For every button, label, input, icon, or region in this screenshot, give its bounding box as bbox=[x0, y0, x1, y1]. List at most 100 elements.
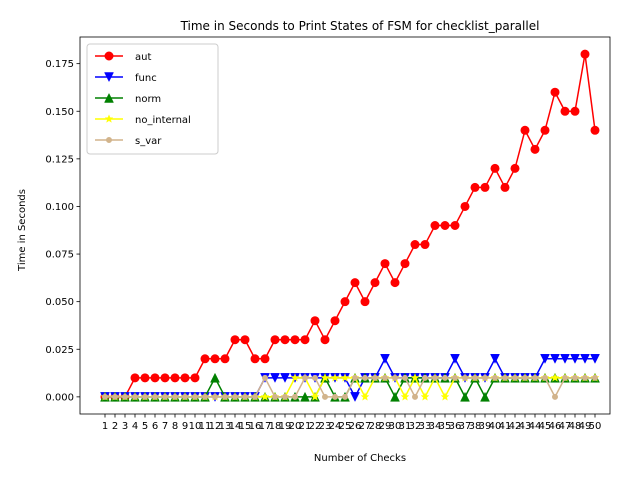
y-axis-title: Time in Seconds bbox=[17, 189, 28, 272]
data-point-norm bbox=[210, 372, 220, 383]
data-point-s_var bbox=[482, 374, 488, 381]
x-tick-label: 32 bbox=[409, 421, 422, 432]
x-tick-label: 45 bbox=[539, 421, 552, 432]
y-tick-label: 0.000 bbox=[45, 392, 74, 403]
data-point-s_var bbox=[532, 374, 538, 381]
data-point-aut bbox=[370, 278, 380, 288]
data-point-func bbox=[590, 354, 600, 364]
data-point-func bbox=[560, 354, 570, 364]
x-tick-label: 39 bbox=[479, 421, 492, 432]
data-point-aut bbox=[140, 373, 150, 383]
data-point-aut bbox=[470, 182, 480, 192]
data-point-no_internal bbox=[360, 392, 370, 401]
x-tick-label: 48 bbox=[569, 421, 582, 432]
data-point-aut bbox=[270, 335, 280, 345]
x-tick-label: 16 bbox=[249, 421, 262, 432]
legend-marker-no_internal bbox=[104, 114, 114, 123]
x-tick-label: 33 bbox=[419, 421, 432, 432]
data-point-func bbox=[270, 373, 280, 383]
data-point-aut bbox=[210, 354, 220, 364]
data-point-aut bbox=[500, 182, 510, 192]
y-tick-label: 0.175 bbox=[45, 59, 74, 70]
data-point-aut bbox=[240, 335, 250, 345]
data-point-s_var bbox=[312, 374, 318, 381]
data-point-no_internal bbox=[440, 392, 450, 401]
data-point-aut bbox=[420, 240, 430, 250]
data-point-s_var bbox=[372, 374, 378, 381]
x-tick-label: 5 bbox=[142, 421, 148, 432]
data-point-aut bbox=[510, 163, 520, 173]
data-point-s_var bbox=[502, 374, 508, 381]
data-point-s_var bbox=[362, 374, 368, 381]
x-tick-label: 36 bbox=[449, 421, 462, 432]
data-point-no_internal bbox=[340, 373, 350, 382]
x-tick-label: 46 bbox=[549, 421, 562, 432]
data-point-s_var bbox=[402, 374, 408, 381]
data-point-aut bbox=[520, 125, 530, 135]
plot-area: 1 2 3 4 5 6 7 8 9 1011121314151617181920212223242… bbox=[45, 36, 611, 432]
x-tick-label: 43 bbox=[519, 421, 532, 432]
legend-box bbox=[86, 43, 219, 155]
data-point-aut bbox=[380, 259, 390, 269]
data-point-aut bbox=[300, 335, 310, 345]
data-point-s_var bbox=[442, 374, 448, 381]
data-point-aut bbox=[550, 87, 560, 97]
data-point-s_var bbox=[352, 374, 358, 381]
data-point-aut bbox=[170, 373, 180, 383]
data-point-s_var bbox=[252, 393, 258, 400]
data-point-s_var bbox=[562, 374, 568, 381]
x-tick-label: 25 bbox=[339, 421, 352, 432]
data-point-aut bbox=[580, 49, 590, 59]
x-tick-label: 7 bbox=[162, 421, 168, 432]
data-point-s_var bbox=[342, 393, 348, 400]
data-point-aut bbox=[130, 373, 140, 383]
data-point-s_var bbox=[412, 393, 418, 400]
data-point-s_var bbox=[322, 393, 328, 400]
data-point-func bbox=[380, 354, 390, 364]
data-point-no_internal bbox=[290, 373, 300, 382]
data-point-s_var bbox=[452, 374, 458, 381]
data-point-aut bbox=[480, 182, 490, 192]
x-tick-label: 6 bbox=[152, 421, 158, 432]
data-point-s_var bbox=[512, 374, 518, 381]
legend: aut func norm no_internal s_var bbox=[86, 43, 219, 155]
x-tick-label: 40 bbox=[489, 421, 502, 432]
data-point-aut bbox=[320, 335, 330, 345]
data-point-func bbox=[570, 354, 580, 364]
x-tick-label: 23 bbox=[319, 421, 332, 432]
x-tick-label: 17 bbox=[259, 421, 272, 432]
legend-label-norm: norm bbox=[135, 94, 161, 105]
data-point-aut bbox=[400, 259, 410, 269]
data-point-aut bbox=[280, 335, 290, 345]
data-point-func bbox=[550, 354, 560, 364]
x-tick-label: 4 bbox=[132, 421, 138, 432]
data-point-aut bbox=[220, 354, 230, 364]
data-point-norm bbox=[390, 391, 400, 402]
data-point-s_var bbox=[542, 374, 548, 381]
data-point-s_var bbox=[262, 374, 268, 381]
data-point-s_var bbox=[132, 393, 138, 400]
y-tick-label: 0.075 bbox=[45, 250, 74, 261]
data-point-aut bbox=[450, 221, 460, 230]
data-point-func bbox=[350, 392, 360, 402]
x-tick-label: 30 bbox=[389, 421, 402, 432]
x-tick-label: 49 bbox=[579, 421, 592, 432]
data-point-s_var bbox=[282, 393, 288, 400]
data-point-s_var bbox=[422, 374, 428, 381]
x-tick-label: 12 bbox=[209, 421, 222, 432]
legend-label-aut: aut bbox=[135, 52, 151, 63]
data-point-aut bbox=[310, 316, 320, 326]
data-point-s_var bbox=[492, 374, 498, 381]
x-tick-label: 35 bbox=[439, 421, 452, 432]
x-tick-label: 15 bbox=[239, 421, 252, 432]
data-point-no_internal bbox=[320, 373, 330, 382]
x-tick-label: 37 bbox=[459, 421, 472, 432]
data-point-s_var bbox=[332, 393, 338, 400]
x-axis-title: Number of Checks bbox=[314, 453, 406, 464]
data-point-aut bbox=[260, 354, 270, 364]
data-point-s_var bbox=[572, 374, 578, 381]
x-tick-label: 9 bbox=[182, 421, 188, 432]
x-tick-label: 24 bbox=[329, 421, 342, 432]
data-point-aut bbox=[530, 144, 540, 154]
